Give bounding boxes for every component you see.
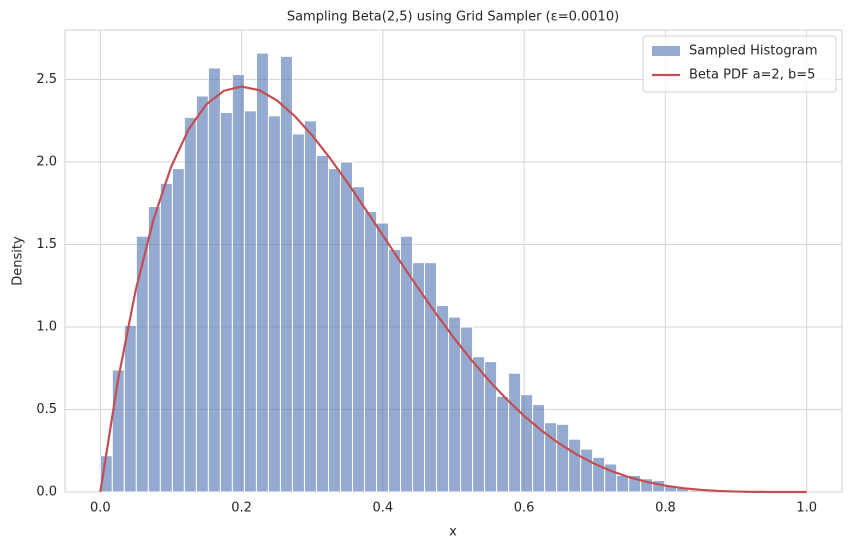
x-tick-label: 0.4 [373,501,394,516]
histogram-bar [412,262,426,493]
x-tick-label: 0.6 [514,501,535,516]
histogram-bar [532,404,546,493]
x-tick-label: 1.0 [796,501,817,516]
histogram-bar [580,448,594,493]
histogram-bar [472,356,486,493]
legend-swatch [652,46,680,56]
x-axis-label: x [449,525,457,540]
legend-box [642,35,837,93]
histogram-bar [231,74,245,493]
y-tick-label: 2.0 [36,155,57,170]
histogram-bar [568,438,582,493]
histogram-bar [315,154,329,493]
histogram-bar [339,161,353,493]
histogram-bar [207,67,221,493]
x-tick-label: 0.2 [231,501,252,516]
histogram-bar [255,52,269,493]
histogram-bar [363,211,378,493]
histogram-bar [279,55,293,493]
y-tick-label: 1.0 [36,320,57,335]
histogram-bar [460,326,474,493]
histogram-bar [291,133,305,493]
y-axis-label: Density [11,236,26,286]
histogram-bar [171,168,185,493]
histogram-bar [267,115,281,493]
histogram-bar [400,235,414,493]
y-tick-label: 1.5 [36,237,57,252]
histogram-bar [496,395,510,493]
histogram-bar [616,475,630,493]
legend-label: Beta PDF a=2, b=5 [689,68,815,83]
y-tick-label: 0.0 [36,485,57,500]
histogram-bar [508,372,522,493]
histogram-bar [159,182,173,493]
x-tick-label: 0.8 [655,501,676,516]
histogram-bar [147,206,161,493]
histogram-bar [135,235,149,493]
histogram-bar [195,95,209,493]
chart-title: Sampling Beta(2,5) using Grid Sampler (ε… [287,10,619,25]
pdf-line [99,85,807,494]
histogram-bar [388,248,402,493]
histogram-bar [243,110,257,493]
histogram-bar [327,168,341,493]
histogram-bar [111,369,125,493]
y-tick-label: 2.5 [36,72,57,87]
y-tick-label: 0.5 [36,402,57,417]
histogram-bar [351,186,365,493]
histogram-bar [183,116,197,493]
histogram-bar [303,120,317,493]
histogram-bar [219,112,233,493]
histogram-bar [436,305,450,493]
histogram-bar [424,262,438,493]
histogram-bar [376,222,390,493]
legend-label: Sampled Histogram [689,44,818,59]
histogram-bar [123,324,137,493]
histogram-bar [520,394,534,493]
x-tick-label: 0.0 [90,501,111,516]
histogram-bar [556,423,570,493]
